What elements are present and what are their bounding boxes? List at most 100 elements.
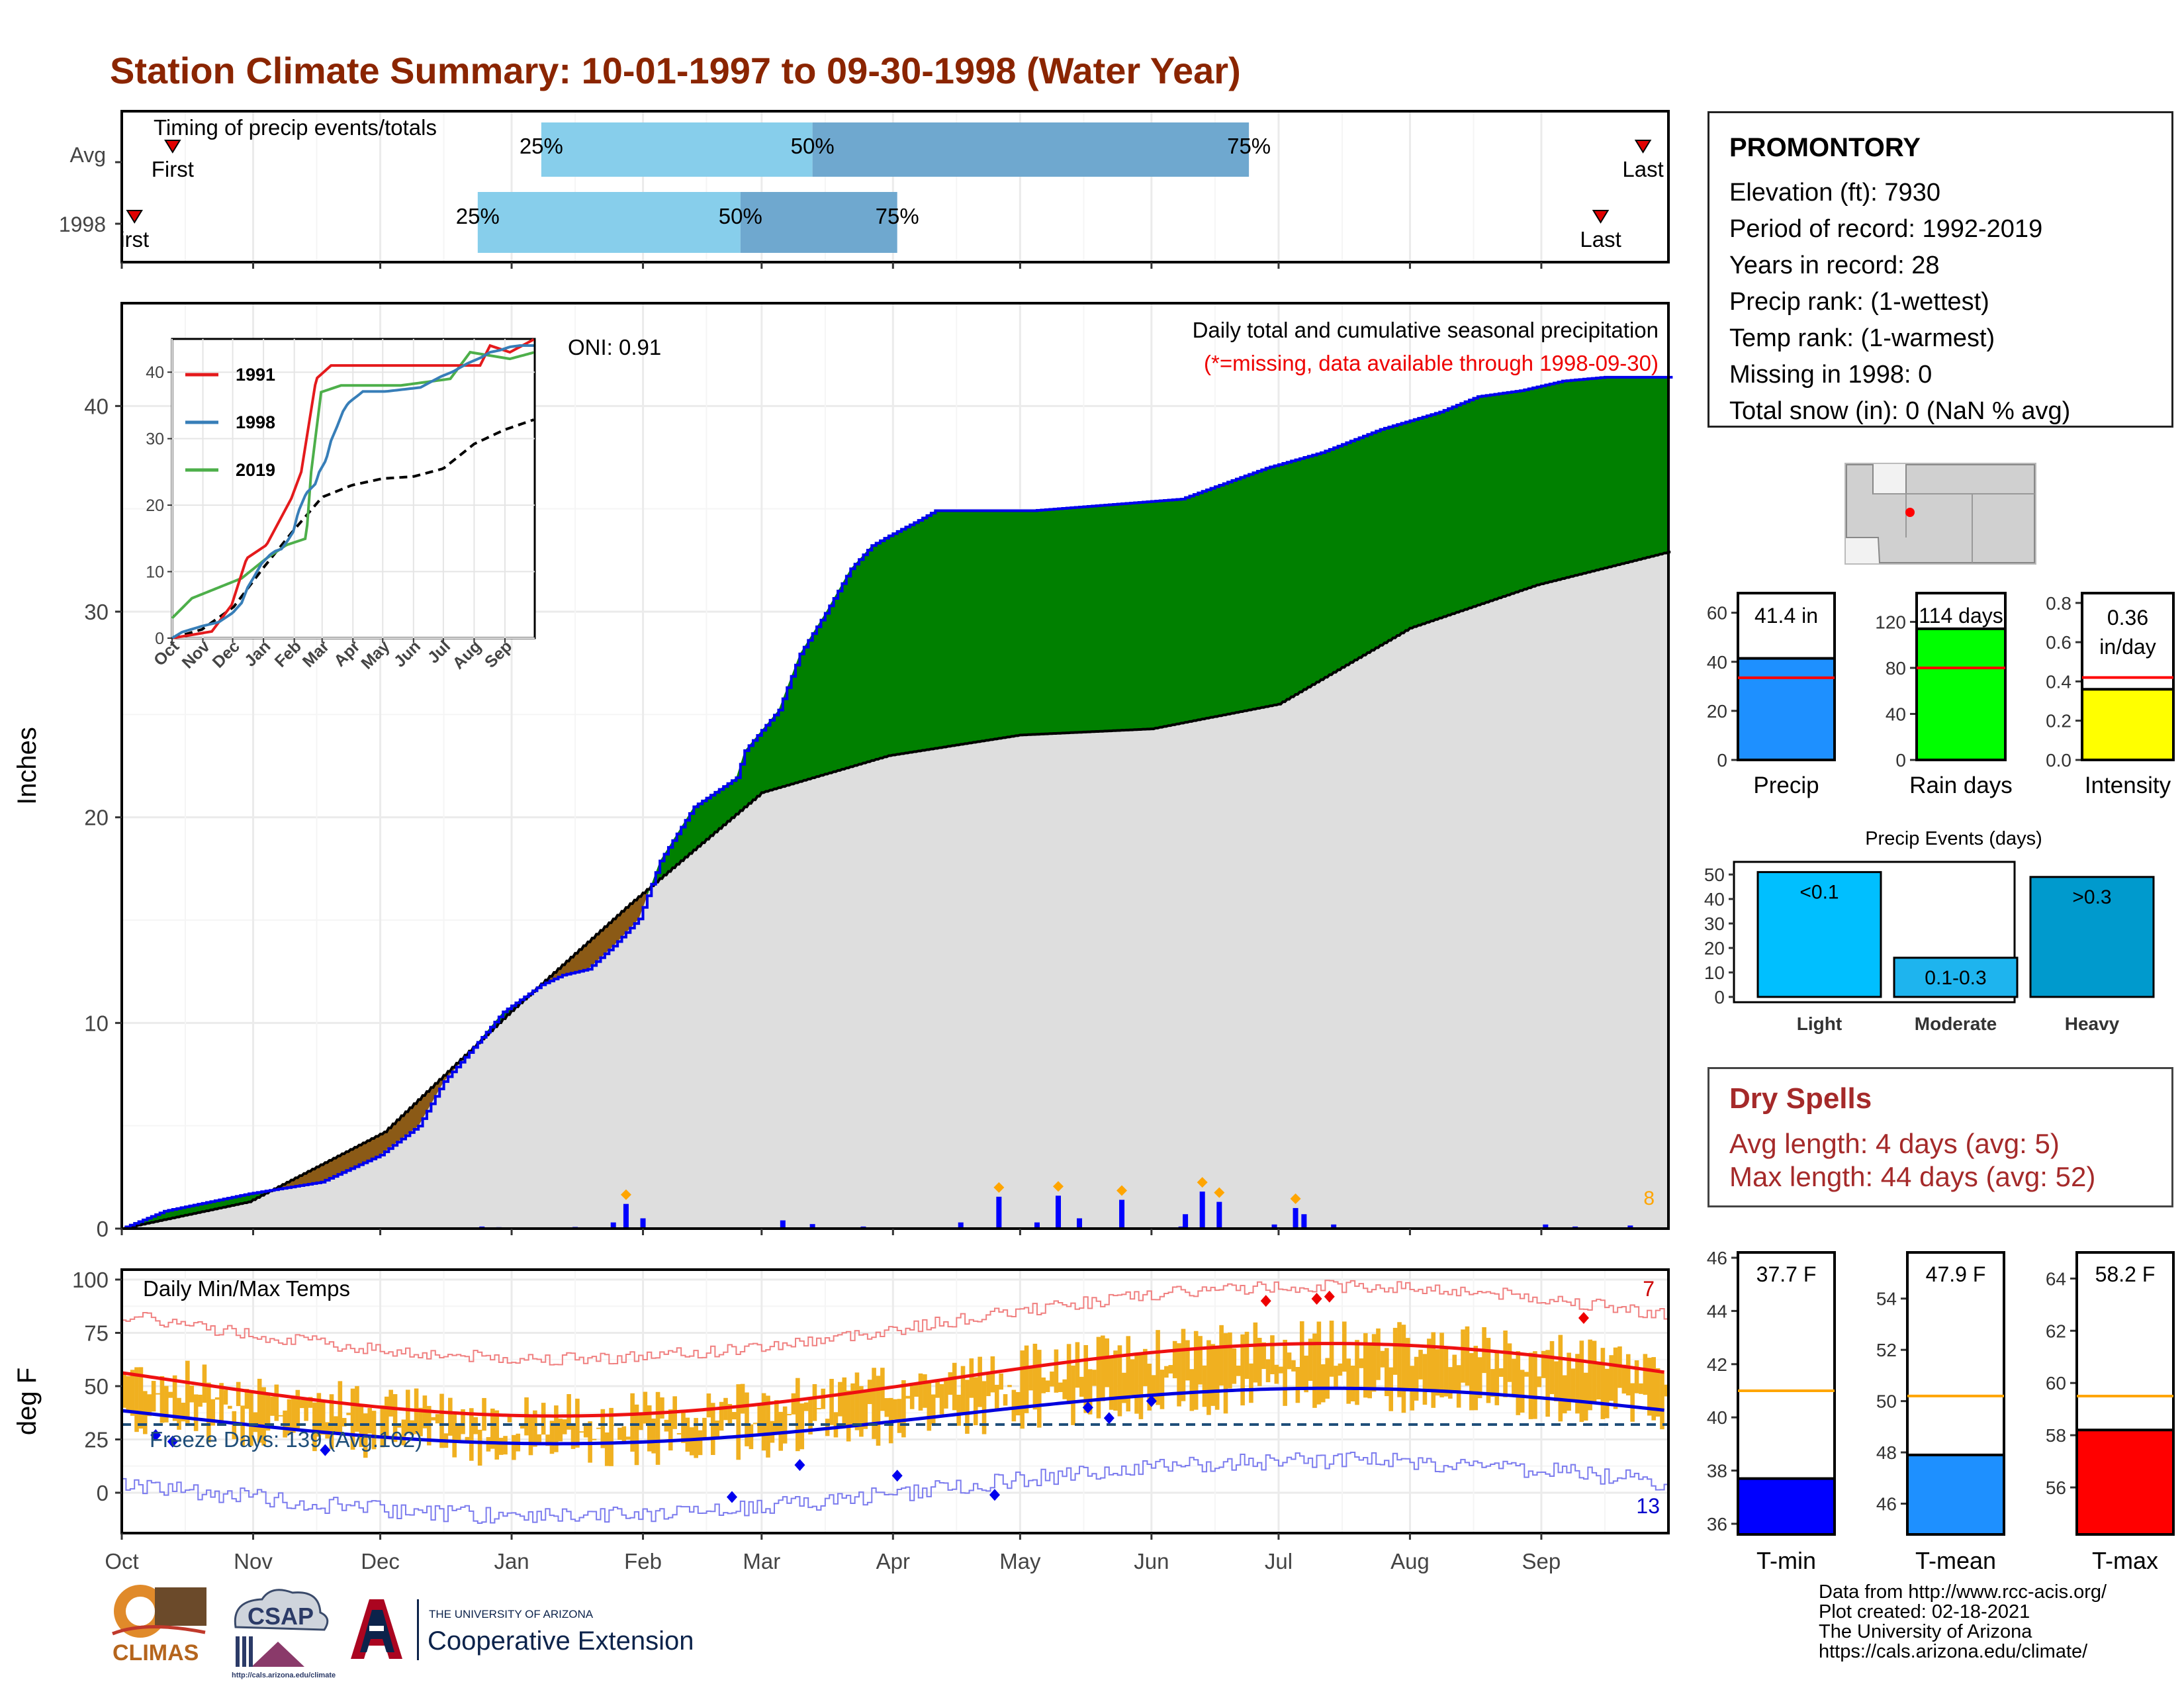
station-years: Years in record: 28 <box>1729 252 1940 279</box>
extreme-precip-marker <box>1214 1187 1225 1198</box>
daily-temp-range-bar <box>554 1405 559 1452</box>
daily-temp-range-bar <box>1291 1360 1296 1372</box>
daily-temp-range-bar <box>1651 1357 1656 1421</box>
tmin-value: 37.7 F <box>1756 1262 1817 1286</box>
events-ytick-label: 40 <box>1704 889 1725 910</box>
daily-temp-range-bar <box>1596 1363 1601 1400</box>
daily-temp-range-bar <box>803 1402 809 1411</box>
daily-temp-range-bar <box>1575 1354 1580 1414</box>
daily-temp-range-bar <box>210 1399 216 1426</box>
daily-temp-range-bar <box>122 1373 126 1408</box>
avg-min-line <box>121 1386 1664 1446</box>
events-bar-label: Light <box>1797 1013 1842 1034</box>
daily-temp-range-bar <box>198 1394 203 1407</box>
daily-temp-range-bar <box>253 1412 258 1432</box>
month-label: Aug <box>1390 1549 1430 1573</box>
daily-temp-range-bar <box>1198 1336 1203 1385</box>
temp-ytick-label: 100 <box>72 1268 109 1292</box>
daily-temp-range-bar <box>249 1391 253 1446</box>
daily-temp-range-bar <box>1287 1352 1292 1370</box>
daily-temp-range-bar <box>1261 1342 1266 1370</box>
temperature-bar-charts: 36 38 40 42 44 46 37.7 F T-min 46 48 50 52 54 47.9 F T… <box>1707 1248 2175 1574</box>
daily-temp-range-bar <box>130 1370 135 1416</box>
daily-temp-range-bar <box>1655 1368 1661 1417</box>
daily-temp-range-bar <box>583 1423 588 1438</box>
daily-temp-range-bar <box>1109 1356 1114 1410</box>
daily-temp-range-bar <box>359 1405 364 1447</box>
daily-temp-range-bar <box>625 1436 631 1440</box>
inset-ytick-label: 10 <box>146 563 164 582</box>
month-label: Mar <box>743 1549 780 1573</box>
daily-temp-range-bar <box>1621 1364 1627 1394</box>
tmax-ytick-label: 58 <box>2046 1425 2066 1446</box>
daily-temp-range-bar <box>1545 1350 1550 1417</box>
daily-temp-range-bar <box>392 1394 398 1442</box>
daily-temp-range-bar <box>1079 1376 1084 1397</box>
daily-temp-range-bar <box>956 1394 961 1426</box>
daily-precip-bar <box>640 1218 646 1229</box>
daily-temp-range-bar <box>1308 1338 1313 1382</box>
daily-temp-range-bar <box>1151 1375 1156 1403</box>
daily-temp-range-bar <box>1066 1344 1071 1405</box>
inset-legend-label: 2019 <box>236 460 275 480</box>
extreme-precip-marker <box>1053 1181 1064 1192</box>
daily-temp-range-bar <box>1490 1369 1495 1397</box>
daily-temp-range-bar <box>1338 1363 1343 1376</box>
daily-temp-range-bar <box>1105 1338 1110 1387</box>
daily-temp-range-bar <box>341 1418 347 1427</box>
daily-temp-range-bar <box>1138 1354 1144 1419</box>
daily-temp-range-bar <box>1359 1358 1364 1368</box>
daily-temp-range-bar <box>1210 1344 1216 1406</box>
events-ytick-label: 20 <box>1704 938 1725 959</box>
events-bar-label: Heavy <box>2065 1013 2120 1034</box>
daily-temp-range-bar <box>596 1427 601 1429</box>
daily-temp-range-bar <box>206 1382 211 1443</box>
timing-first-marker <box>126 210 143 224</box>
footer-line-created: Plot created: 02-18-2021 <box>1819 1601 2030 1622</box>
daily-temp-range-bar <box>1401 1325 1406 1413</box>
intensity-summary-bar <box>2081 688 2175 762</box>
daily-temp-range-bar <box>1028 1366 1033 1391</box>
daily-temp-range-bar <box>808 1398 813 1434</box>
daily-temp-range-bar <box>791 1393 796 1415</box>
month-label: Jul <box>1265 1549 1293 1573</box>
daily-temp-range-bar <box>541 1403 546 1435</box>
daily-temp-range-bar <box>304 1398 308 1421</box>
events-ytick-label: 0 <box>1714 987 1725 1008</box>
daily-temp-range-bar <box>1494 1350 1500 1405</box>
record-low-marker <box>891 1470 903 1482</box>
locator-map <box>1844 463 2036 565</box>
daily-temp-range-bar <box>1156 1330 1160 1405</box>
daily-temp-range-bar <box>1143 1348 1148 1386</box>
intensity-summary-ytick-label: 0.4 <box>2046 671 2071 692</box>
daily-temp-range-bar <box>1329 1321 1334 1377</box>
daily-temp-range-bar <box>1087 1369 1093 1415</box>
daily-temp-range-bar <box>261 1387 266 1446</box>
daily-temp-range-bar <box>219 1383 224 1425</box>
daily-temp-range-bar <box>325 1422 330 1439</box>
daily-temp-range-bar <box>1202 1365 1207 1407</box>
station-period: Period of record: 1992-2019 <box>1729 215 2043 243</box>
station-precip-rank: Precip rank: (1-wettest) <box>1729 288 1989 316</box>
precip-ytick-label: 30 <box>84 600 109 624</box>
inset-1998-line <box>171 344 534 639</box>
daily-temp-range-bar <box>1392 1327 1398 1375</box>
daily-temp-range-bar <box>1193 1331 1199 1410</box>
tmean-ytick-label: 52 <box>1876 1340 1897 1360</box>
daily-precip-bar <box>1056 1196 1062 1229</box>
timing-first-label: irst <box>120 227 149 252</box>
daily-temp-range-bar <box>558 1419 563 1442</box>
month-label: Oct <box>105 1549 138 1573</box>
daily-temp-range-bar <box>1385 1348 1389 1397</box>
daily-temp-range-bar <box>1613 1347 1618 1409</box>
daily-temp-range-bar <box>1520 1370 1525 1413</box>
daily-temp-range-bar <box>621 1426 627 1444</box>
daily-temp-range-bar <box>1639 1383 1643 1394</box>
daily-temp-range-bar <box>850 1383 855 1425</box>
daily-temp-range-bar <box>507 1414 512 1423</box>
timing-label: Timing of precip events/totals <box>154 115 437 140</box>
daily-precip-bar <box>623 1203 629 1229</box>
daily-temp-range-bar <box>960 1366 966 1415</box>
daily-temp-range-bar <box>308 1397 313 1408</box>
daily-temp-range-bar <box>990 1356 995 1393</box>
